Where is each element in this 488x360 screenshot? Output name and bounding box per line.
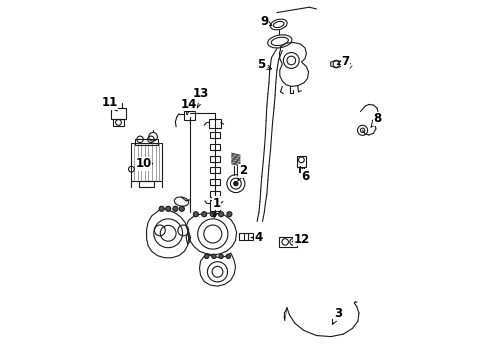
Text: 4: 4 xyxy=(251,231,263,244)
Bar xyxy=(131,143,162,181)
Text: 2: 2 xyxy=(238,165,246,181)
Circle shape xyxy=(210,212,215,217)
Circle shape xyxy=(201,212,206,217)
Bar xyxy=(210,132,219,138)
Circle shape xyxy=(218,212,223,217)
Circle shape xyxy=(193,212,198,217)
Text: 5: 5 xyxy=(256,58,271,71)
Bar xyxy=(184,111,195,120)
Bar xyxy=(210,191,219,197)
Bar xyxy=(110,108,125,119)
Circle shape xyxy=(219,254,223,258)
Bar xyxy=(135,139,158,145)
Text: 9: 9 xyxy=(260,15,271,28)
Circle shape xyxy=(225,254,230,258)
Text: 11: 11 xyxy=(101,96,118,111)
Bar xyxy=(210,179,219,185)
Text: 10: 10 xyxy=(135,157,152,170)
Bar xyxy=(113,119,123,126)
Bar xyxy=(210,144,219,150)
Circle shape xyxy=(211,254,216,258)
Bar xyxy=(296,156,305,167)
Bar xyxy=(239,233,253,240)
Circle shape xyxy=(226,212,231,217)
Circle shape xyxy=(159,206,164,211)
Text: 3: 3 xyxy=(332,307,342,324)
Bar xyxy=(139,181,153,187)
Circle shape xyxy=(204,254,208,258)
Text: 1: 1 xyxy=(212,197,220,218)
Bar xyxy=(210,167,219,173)
Text: 13: 13 xyxy=(193,87,209,108)
Bar xyxy=(209,200,220,211)
Bar xyxy=(209,119,220,128)
Text: 12: 12 xyxy=(292,233,309,246)
Circle shape xyxy=(165,206,170,211)
Text: 8: 8 xyxy=(370,112,381,127)
Bar xyxy=(210,156,219,162)
Text: 6: 6 xyxy=(300,167,309,183)
Text: 7: 7 xyxy=(337,55,348,68)
Circle shape xyxy=(179,206,184,211)
Text: 14: 14 xyxy=(180,98,197,114)
Circle shape xyxy=(172,206,178,211)
Bar xyxy=(279,237,297,247)
Circle shape xyxy=(233,181,238,186)
